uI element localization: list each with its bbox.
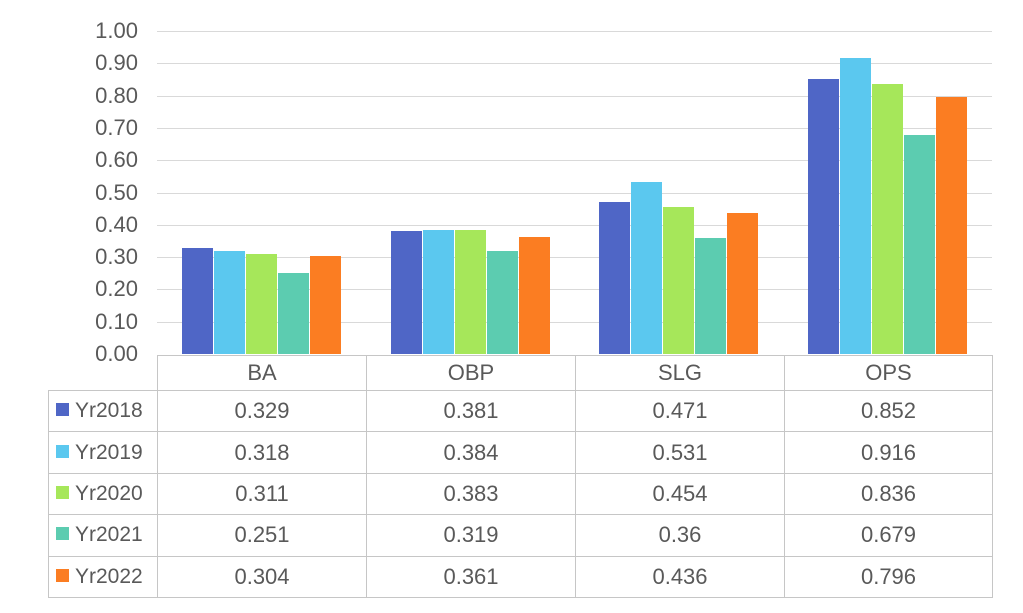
value-cell-yr2019-ba: 0.318 [157,431,367,474]
horizontal-gridline [157,95,992,97]
y-tick-label: 0.10 [95,308,138,334]
value-cell-yr2022-obp: 0.361 [366,555,576,598]
bar-yr2020-ops [872,83,904,354]
legend-series-label: Yr2018 [75,399,143,423]
legend-cell-yr2019: Yr2019 [48,431,158,474]
bar-yr2020-obp [454,230,486,354]
legend-swatch-icon [56,527,69,541]
y-tick-label: 0.00 [95,341,138,366]
column-header-ba: BA [157,355,367,391]
value-cell-yr2020-ops: 0.836 [784,472,993,516]
value-cell-yr2018-slg: 0.471 [575,389,785,433]
y-tick-label: 0.30 [95,244,138,270]
y-tick-label: 0.80 [95,82,138,108]
table-row: Yr2022 0.304 0.361 0.436 0.796 [48,555,993,598]
value-cell-yr2021-slg: 0.36 [575,514,785,557]
table-row: Yr2021 0.251 0.319 0.36 0.679 [48,514,993,557]
bar-yr2018-ba [181,247,213,354]
bar-yr2018-slg [599,201,631,354]
y-tick-label: 0.90 [95,50,138,76]
bar-yr2019-slg [631,182,663,354]
value-cell-yr2021-ba: 0.251 [157,514,367,557]
value-cell-yr2019-obp: 0.384 [366,431,576,474]
value-cell-yr2020-ba: 0.311 [157,472,367,516]
bar-yr2020-slg [663,207,695,354]
horizontal-gridline [157,224,992,226]
legend-series-label: Yr2019 [75,440,143,464]
horizontal-gridline [157,31,992,32]
legend-series-label: Yr2022 [75,564,143,588]
horizontal-gridline [157,257,992,259]
value-cell-yr2020-obp: 0.383 [366,472,576,516]
bar-yr2021-obp [486,250,518,354]
horizontal-gridline [157,127,992,129]
legend-cell-yr2021: Yr2021 [48,514,158,557]
y-tick-label: 0.70 [95,114,138,140]
legend-cell-yr2022: Yr2022 [48,555,158,598]
value-cell-yr2021-ops: 0.679 [784,514,993,557]
value-cell-yr2019-ops: 0.916 [784,431,993,474]
value-cell-yr2019-slg: 0.531 [575,431,785,474]
table-row: Yr2020 0.311 0.383 0.454 0.836 [48,472,993,516]
bar-yr2018-obp [390,230,422,354]
table-row: Yr2018 0.329 0.381 0.471 0.852 [48,389,993,433]
bar-yr2022-ops [936,96,968,354]
legend-cell-yr2020: Yr2020 [48,472,158,516]
legend-swatch-icon [56,485,69,499]
bar-yr2022-obp [518,237,550,354]
legend-series-label: Yr2020 [75,481,143,505]
legend-swatch-icon [56,403,69,417]
y-tick-label: 1.00 [95,18,138,43]
column-header-slg: SLG [575,355,785,391]
y-tick-label: 0.40 [95,211,138,237]
value-cell-yr2020-slg: 0.454 [575,472,785,516]
bar-yr2022-ba [309,255,341,354]
legend-swatch-icon [56,568,69,582]
y-tick-label: 0.50 [95,179,138,205]
column-header-ops: OPS [784,355,993,391]
table-corner-empty [49,356,158,391]
value-cell-yr2021-obp: 0.319 [366,514,576,557]
horizontal-gridline [157,63,992,65]
bar-yr2019-ops [840,58,872,354]
value-cell-yr2018-ba: 0.329 [157,389,367,433]
y-tick-label: 0.60 [95,147,138,173]
value-cell-yr2018-obp: 0.381 [366,389,576,433]
legend-cell-yr2018: Yr2018 [48,389,158,433]
legend-swatch-icon [56,444,69,458]
horizontal-gridline [157,321,992,323]
value-cell-yr2022-slg: 0.436 [575,555,785,598]
horizontal-gridline [157,192,992,194]
bar-yr2021-ops [904,134,936,354]
bar-yr2019-ba [213,251,245,354]
bar-yr2018-ops [808,78,840,354]
chart-data-table: BA OBP SLG OPS Yr2018 0.329 0.381 0.471 0.852 Yr2… [48,355,993,598]
bar-yr2021-slg [695,237,727,354]
bar-yr2022-slg [727,213,759,354]
value-cell-yr2018-ops: 0.852 [784,389,993,433]
column-header-obp: OBP [366,355,576,391]
horizontal-gridline [157,289,992,291]
y-tick-label: 0.20 [95,276,138,302]
legend-series-label: Yr2021 [75,523,143,547]
table-row: Yr2019 0.318 0.384 0.531 0.916 [48,431,993,474]
value-cell-yr2022-ops: 0.796 [784,555,993,598]
bar-yr2021-ba [277,272,309,354]
bar-yr2020-ba [245,253,277,354]
value-cell-yr2022-ba: 0.304 [157,555,367,598]
bar-yr2019-obp [422,229,454,354]
horizontal-gridline [157,160,992,162]
